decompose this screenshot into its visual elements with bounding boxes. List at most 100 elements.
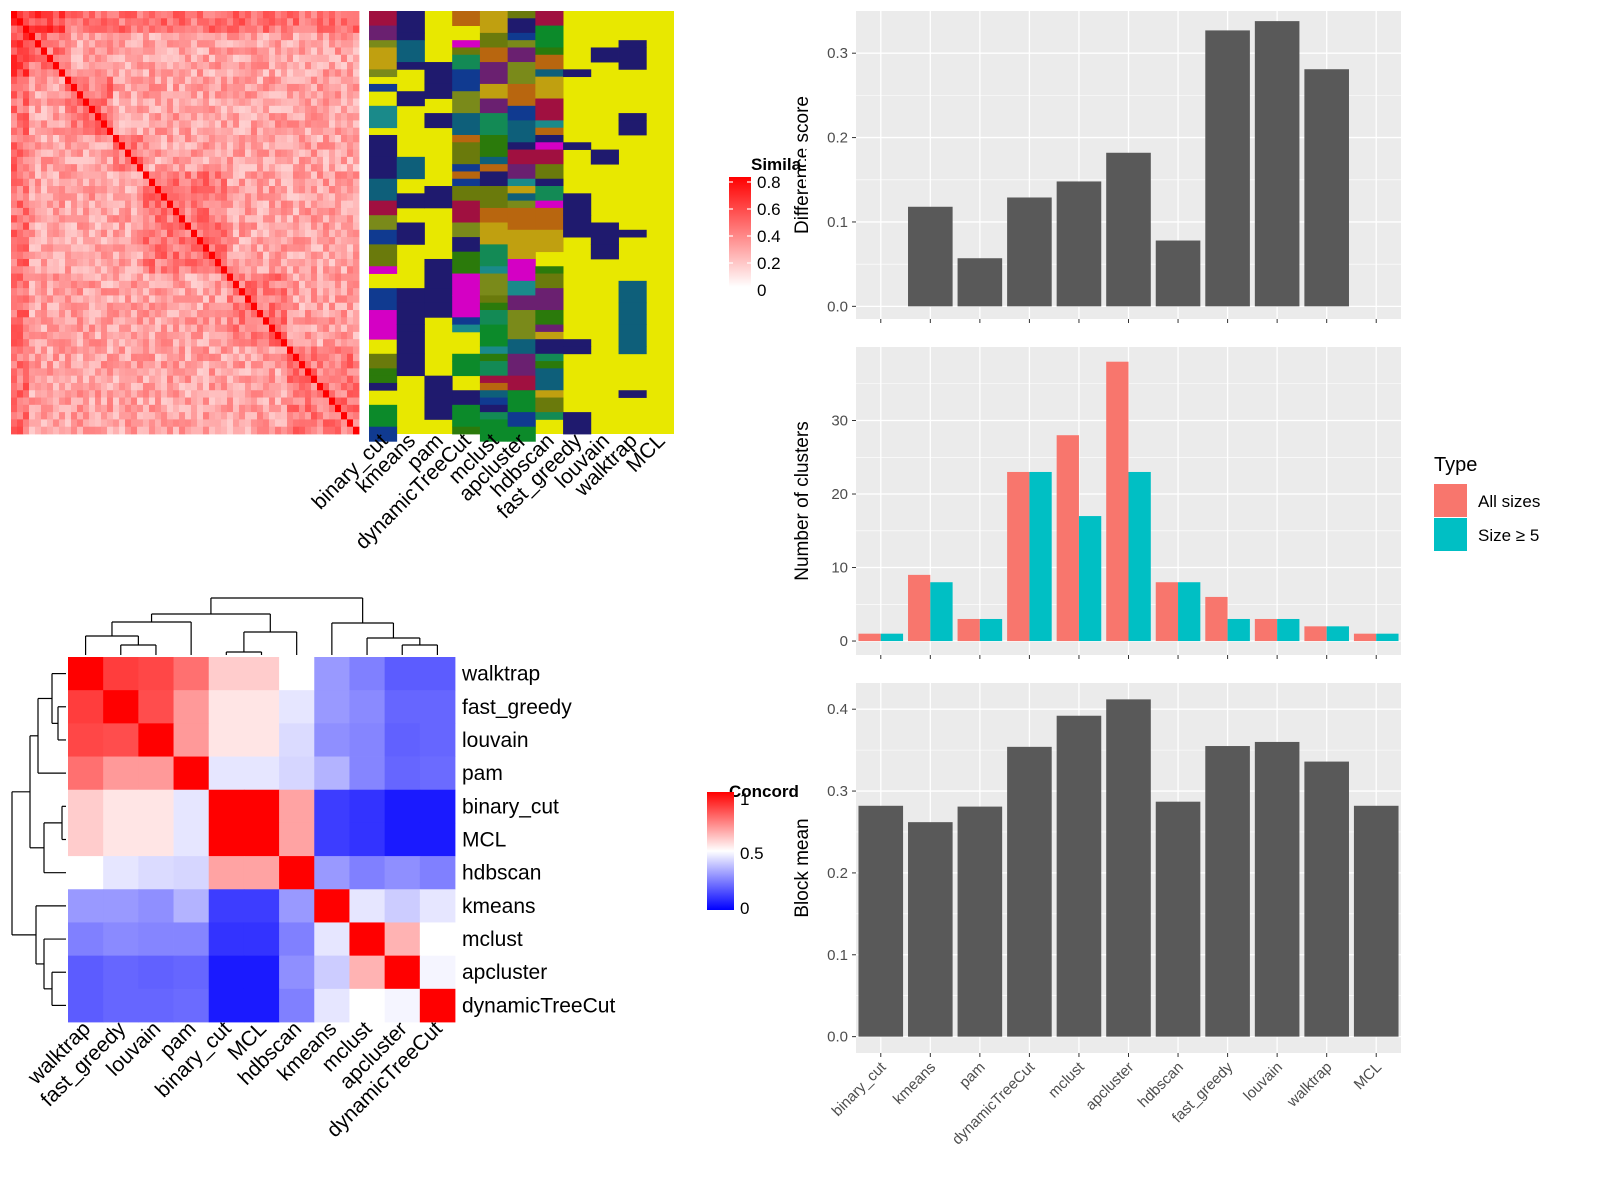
similarity-cell bbox=[137, 310, 144, 318]
similarity-cell bbox=[191, 113, 198, 121]
similarity-cell bbox=[107, 83, 114, 92]
similarity-cell bbox=[191, 164, 198, 172]
similarity-cell bbox=[23, 382, 30, 391]
similarity-cell bbox=[341, 76, 348, 85]
similarity-cell bbox=[221, 207, 228, 216]
similarity-cell bbox=[251, 156, 258, 165]
similarity-cell bbox=[47, 397, 54, 406]
similarity-cell bbox=[281, 324, 288, 333]
legend-swatch bbox=[1434, 518, 1467, 551]
similarity-cell bbox=[245, 91, 252, 99]
similarity-cell bbox=[35, 149, 42, 158]
similarity-cell bbox=[59, 302, 66, 311]
class-cell bbox=[452, 178, 481, 187]
similarity-cell bbox=[137, 193, 144, 202]
similarity-cell bbox=[107, 353, 114, 362]
similarity-cell bbox=[119, 251, 126, 260]
similarity-cell bbox=[191, 419, 198, 428]
similarity-cell bbox=[341, 229, 348, 238]
similarity-cell bbox=[299, 295, 306, 304]
similarity-cell bbox=[185, 69, 192, 78]
similarity-cell bbox=[275, 426, 282, 435]
similarity-cell bbox=[287, 258, 294, 267]
similarity-cell bbox=[323, 324, 330, 333]
bar bbox=[908, 822, 953, 1037]
similarity-cell bbox=[71, 98, 78, 107]
similarity-cell bbox=[257, 346, 264, 355]
similarity-cell bbox=[251, 142, 258, 150]
similarity-cell bbox=[125, 200, 132, 209]
similarity-cell bbox=[197, 302, 204, 311]
similarity-cell bbox=[131, 171, 138, 180]
similarity-cell bbox=[275, 324, 282, 333]
similarity-cell bbox=[263, 295, 270, 304]
similarity-cell bbox=[293, 280, 300, 289]
similarity-cell bbox=[215, 382, 222, 391]
similarity-cell bbox=[281, 200, 288, 209]
similarity-cell bbox=[209, 76, 216, 85]
similarity-cell bbox=[89, 237, 96, 245]
similarity-cell bbox=[179, 200, 186, 209]
similarity-cell bbox=[185, 32, 192, 41]
similarity-cell bbox=[317, 324, 324, 333]
similarity-cell bbox=[89, 266, 96, 274]
similarity-cell bbox=[293, 69, 300, 78]
similarity-cell bbox=[191, 134, 198, 143]
concordance-cell bbox=[103, 756, 139, 791]
similarity-cell bbox=[185, 134, 192, 143]
similarity-cell bbox=[287, 346, 294, 355]
similarity-cell bbox=[71, 91, 78, 99]
similarity-cell bbox=[245, 339, 252, 347]
similarity-cell bbox=[251, 258, 258, 267]
similarity-cell bbox=[341, 375, 348, 384]
x-tick-label: louvain bbox=[1240, 1059, 1286, 1105]
similarity-cell bbox=[317, 288, 324, 296]
similarity-cell bbox=[239, 273, 246, 282]
similarity-cell bbox=[191, 11, 198, 19]
similarity-cell bbox=[275, 18, 282, 26]
similarity-cell bbox=[185, 244, 192, 253]
similarity-cell bbox=[143, 47, 150, 56]
similarity-cell bbox=[149, 361, 156, 369]
similarity-cell bbox=[107, 186, 114, 194]
similarity-cell bbox=[107, 390, 114, 398]
similarity-cell bbox=[35, 229, 42, 238]
similarity-cell bbox=[245, 62, 252, 70]
similarity-cell bbox=[245, 113, 252, 121]
similarity-cell bbox=[329, 368, 336, 377]
similarity-cell bbox=[71, 310, 78, 318]
similarity-cell bbox=[71, 40, 78, 48]
concordance-legend: Concord 10.50 bbox=[707, 782, 799, 918]
similarity-cell bbox=[83, 47, 90, 56]
similarity-cell bbox=[191, 280, 198, 289]
similarity-cell bbox=[29, 302, 36, 311]
similarity-cell bbox=[113, 25, 120, 34]
similarity-cell bbox=[287, 149, 294, 158]
similarity-cell bbox=[119, 11, 126, 19]
similarity-cell bbox=[83, 200, 90, 209]
similarity-cell bbox=[251, 186, 258, 194]
similarity-cell bbox=[335, 127, 342, 136]
similarity-cell bbox=[203, 186, 210, 194]
similarity-cell bbox=[17, 186, 24, 194]
similarity-cell bbox=[275, 397, 282, 406]
similarity-cell bbox=[275, 361, 282, 369]
similarity-cell bbox=[119, 76, 126, 85]
similarity-cell bbox=[47, 390, 54, 398]
similarity-cell bbox=[233, 98, 240, 107]
similarity-cell bbox=[203, 47, 210, 56]
similarity-cell bbox=[161, 412, 168, 420]
similarity-cell bbox=[257, 317, 264, 325]
similarity-cell bbox=[275, 98, 282, 107]
similarity-cell bbox=[155, 288, 162, 296]
similarity-cell bbox=[281, 69, 288, 78]
similarity-cell bbox=[71, 11, 78, 19]
similarity-cell bbox=[11, 32, 18, 41]
similarity-cell bbox=[191, 47, 198, 56]
similarity-cell bbox=[257, 207, 264, 216]
similarity-cell bbox=[299, 229, 306, 238]
similarity-cell bbox=[197, 134, 204, 143]
similarity-cell bbox=[173, 76, 180, 85]
similarity-cell bbox=[227, 193, 234, 202]
